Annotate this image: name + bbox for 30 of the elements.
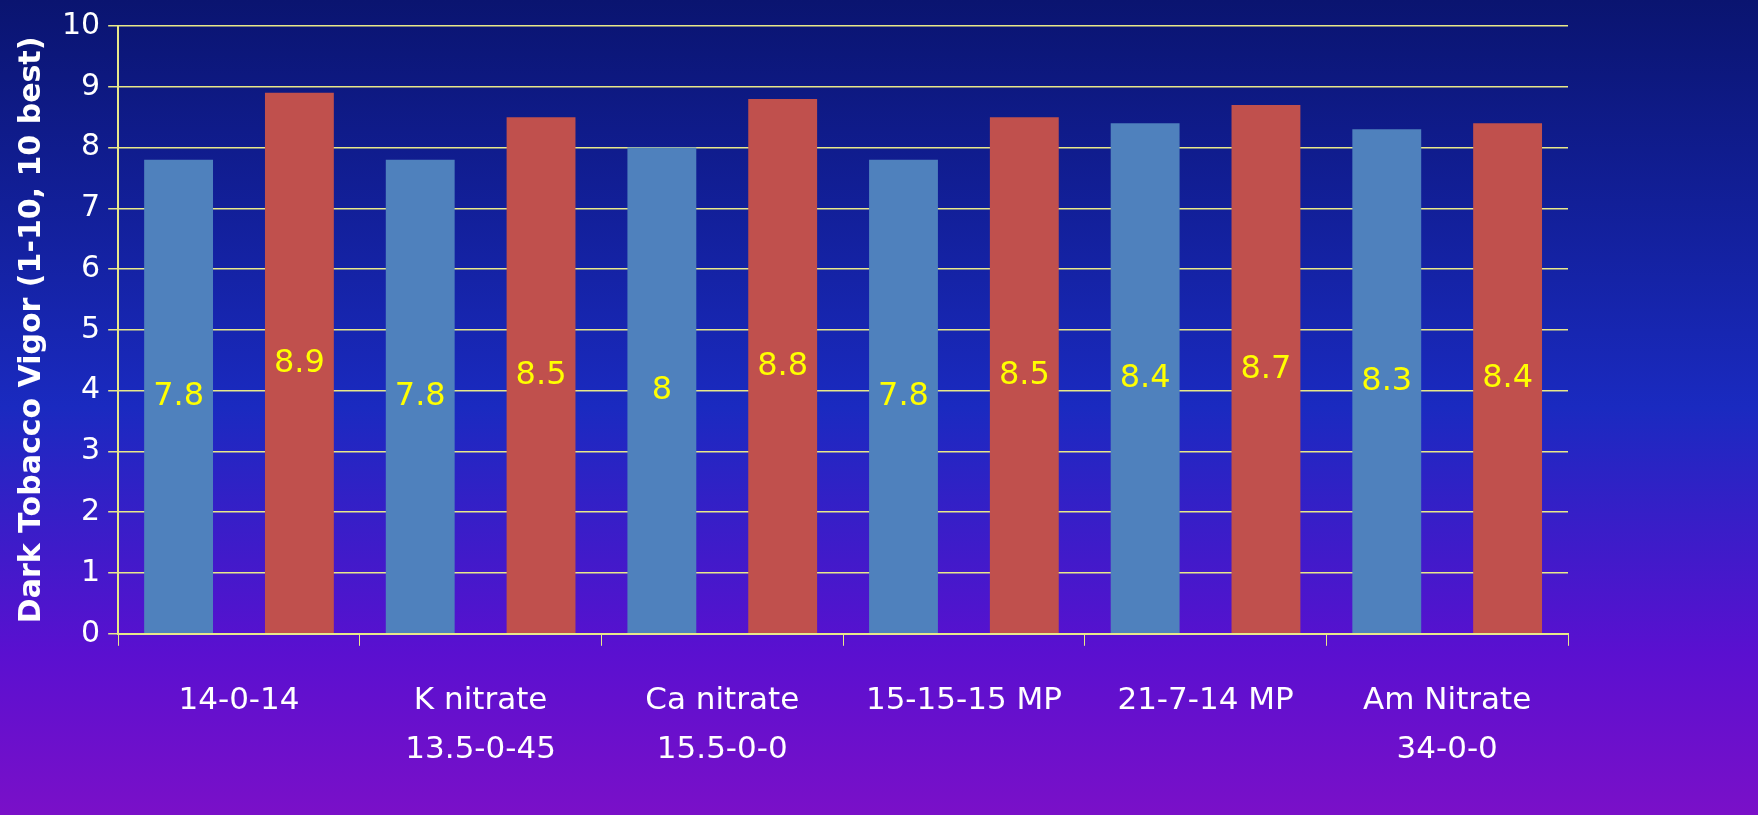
y-tick-label: 5 <box>81 309 101 345</box>
data-label: 7.8 <box>394 375 446 414</box>
y-axis-title: Dark Tobacco Vigor (1-10, 10 best) <box>11 36 47 624</box>
data-label: 8.4 <box>1482 356 1534 395</box>
data-label: 8.3 <box>1361 359 1413 398</box>
y-tick-label: 8 <box>81 127 101 163</box>
data-label: 8.5 <box>515 353 567 392</box>
data-label: 7.8 <box>878 375 929 414</box>
data-label: 8.7 <box>1240 347 1292 386</box>
y-tick-label: 0 <box>81 613 101 649</box>
y-tick-label: 6 <box>81 248 101 284</box>
data-label: 7.8 <box>153 375 205 414</box>
y-tick-label: 7 <box>81 188 101 224</box>
x-tick-label: K nitrate 13.5-0-45 <box>405 679 556 766</box>
data-label: 8.4 <box>1119 356 1171 395</box>
data-label: 8 <box>651 368 673 407</box>
y-tick-label: 10 <box>61 5 101 41</box>
y-tick-label: 3 <box>81 431 101 467</box>
data-label: 8.8 <box>757 344 809 383</box>
x-tick-label: Am Nitrate 34-0-0 <box>1363 679 1532 766</box>
x-tick-label: Ca nitrate 15.5-0-0 <box>645 679 800 766</box>
x-tick-label: 15-15-15 MP <box>865 679 1062 716</box>
y-tick-label: 9 <box>81 66 101 102</box>
y-tick-label: 2 <box>81 492 101 528</box>
x-tick-label: 14-0-14 <box>178 679 300 716</box>
x-tick-label: 21-7-14 MP <box>1117 679 1294 716</box>
y-tick-label: 4 <box>81 370 101 406</box>
data-label: 8.9 <box>273 341 325 380</box>
y-tick-label: 1 <box>81 552 101 588</box>
data-label: 8.5 <box>998 353 1050 392</box>
